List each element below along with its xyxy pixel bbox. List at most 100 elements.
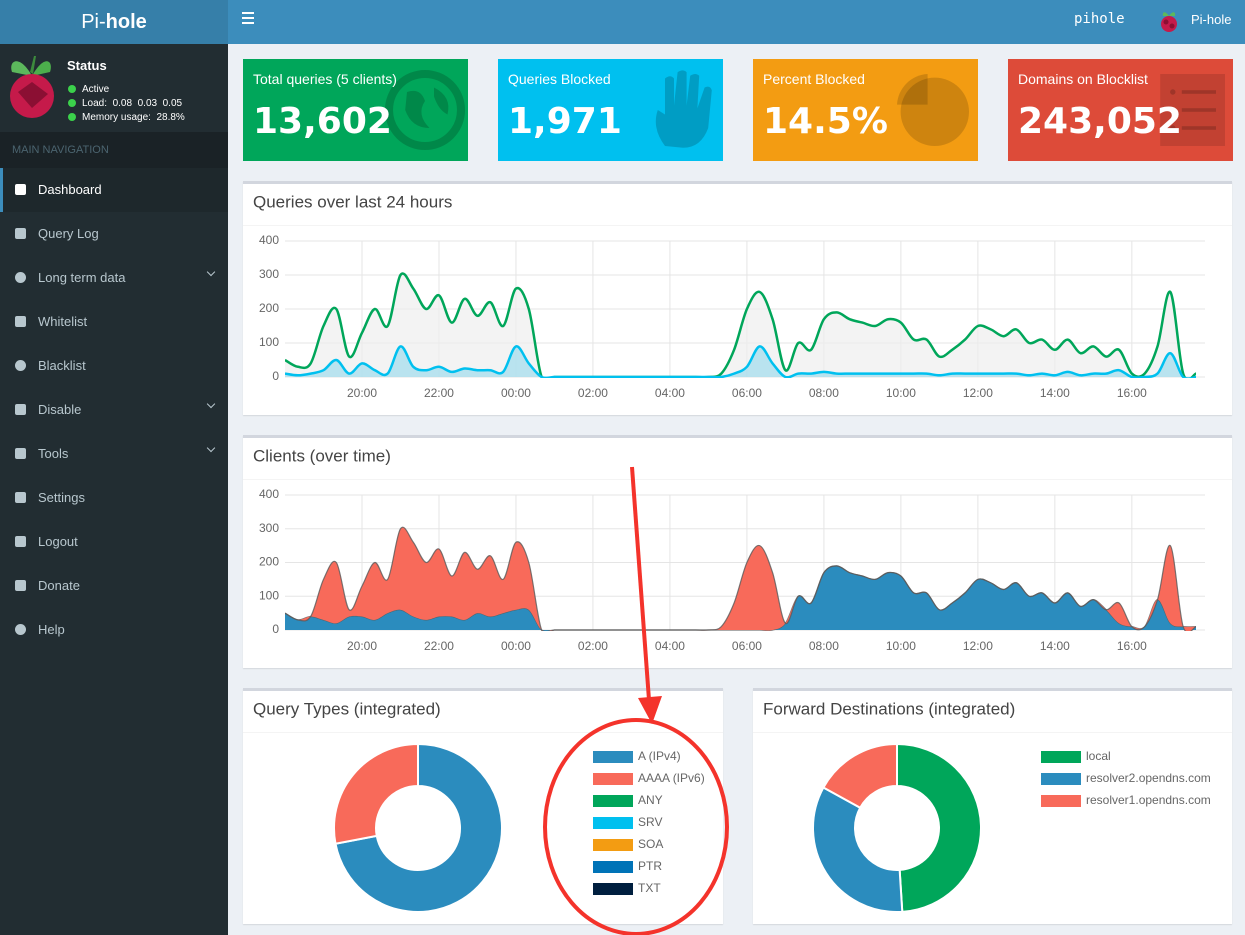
y-tick-label: 200 bbox=[259, 555, 279, 569]
x-tick-label: 22:00 bbox=[424, 386, 454, 400]
annotation-arrowhead bbox=[638, 696, 662, 724]
stat-box: Queries Blocked 1,971 bbox=[498, 59, 723, 161]
legend-swatch bbox=[1041, 795, 1081, 807]
legend-swatch bbox=[593, 861, 633, 873]
status-text: Active bbox=[82, 84, 110, 95]
x-tick-label: 12:00 bbox=[963, 386, 993, 400]
nav-item[interactable]: Dashboard bbox=[0, 168, 228, 212]
stat-icon bbox=[897, 74, 969, 146]
nav-label: Help bbox=[38, 622, 65, 637]
stat-value: 13,602 bbox=[253, 101, 392, 142]
logo[interactable]: Pi-hole bbox=[0, 0, 228, 44]
legend-label: AAAA (IPv6) bbox=[638, 771, 705, 785]
x-tick-label: 20:00 bbox=[347, 639, 377, 653]
pie-slice bbox=[822, 742, 898, 810]
plot-area bbox=[285, 526, 1197, 631]
legend-label: A (IPv4) bbox=[638, 749, 681, 763]
x-tick-label: 14:00 bbox=[1040, 639, 1070, 653]
x-tick-label: 00:00 bbox=[501, 639, 531, 653]
stat-box: Percent Blocked 14.5% bbox=[753, 59, 978, 161]
pihole-logo bbox=[10, 56, 54, 118]
nav-icon bbox=[15, 228, 26, 239]
status-line: Active bbox=[68, 84, 109, 95]
nav-item[interactable]: Blacklist bbox=[0, 344, 228, 388]
y-tick-label: 0 bbox=[272, 622, 279, 636]
nav-icon bbox=[15, 360, 26, 371]
logo-bold: hole bbox=[105, 11, 147, 33]
x-tick-label: 12:00 bbox=[963, 639, 993, 653]
nav-item[interactable]: Donate bbox=[0, 564, 228, 608]
nav-label: Whitelist bbox=[38, 314, 88, 329]
stat-icon bbox=[655, 70, 712, 148]
y-tick-label: 300 bbox=[259, 521, 279, 535]
nav-item[interactable]: Long term data bbox=[0, 256, 228, 300]
plot-area bbox=[285, 272, 1197, 378]
nav-label: Tools bbox=[38, 446, 69, 461]
y-tick-label: 100 bbox=[259, 335, 279, 349]
status-text: Load: 0.08 0.03 0.05 bbox=[82, 98, 183, 109]
nav-label: Disable bbox=[38, 402, 82, 417]
plot-layer: Queries over last 24 hours 0 100 200 300 400 2… bbox=[253, 192, 1211, 913]
legend-label: SOA bbox=[638, 837, 663, 851]
stacked-area bbox=[285, 565, 1196, 631]
x-tick-label: 04:00 bbox=[655, 386, 685, 400]
stat-box: Total queries (5 clients) 13,602 bbox=[243, 59, 468, 161]
x-tick-label: 06:00 bbox=[732, 386, 762, 400]
nav-header-text: MAIN NAVIGATION bbox=[12, 144, 109, 156]
user-name[interactable]: Pi-hole bbox=[1191, 12, 1232, 27]
nav-label: Settings bbox=[38, 490, 85, 505]
nav-header: MAIN NAVIGATION bbox=[0, 132, 228, 168]
nav-item[interactable]: Help bbox=[0, 608, 228, 652]
series-area bbox=[285, 346, 1196, 378]
pie-slice bbox=[896, 742, 982, 913]
x-tick-label: 04:00 bbox=[655, 639, 685, 653]
legend-swatch bbox=[593, 773, 633, 785]
nav-icon bbox=[15, 404, 26, 415]
stat-icon bbox=[384, 69, 466, 151]
nav-icon bbox=[15, 624, 26, 635]
legend-label: TXT bbox=[638, 881, 661, 895]
x-tick-label: 08:00 bbox=[809, 639, 839, 653]
x-tick-label: 16:00 bbox=[1117, 386, 1147, 400]
stat-value: 14.5% bbox=[763, 101, 888, 142]
pie-slice bbox=[333, 742, 419, 845]
nav-label: Query Log bbox=[38, 226, 99, 241]
stat-box: Domains on Blocklist 243,052 bbox=[1008, 59, 1233, 161]
nav-label: Logout bbox=[38, 534, 78, 549]
status-text: Memory usage: 28.8% bbox=[82, 112, 185, 123]
y-tick-label: 200 bbox=[259, 301, 279, 315]
x-tick-label: 16:00 bbox=[1117, 639, 1147, 653]
menu-toggle[interactable] bbox=[242, 12, 254, 24]
legend-label: ANY bbox=[638, 793, 663, 807]
box-title: Query Types (integrated) bbox=[253, 699, 441, 718]
legend-label: PTR bbox=[638, 859, 662, 873]
stat-label: Total queries (5 clients) bbox=[253, 71, 397, 87]
nav-item[interactable]: Disable bbox=[0, 388, 228, 432]
legend-label: resolver1.opendns.com bbox=[1086, 793, 1211, 807]
stat-label: Percent Blocked bbox=[763, 71, 865, 87]
logo-light: Pi- bbox=[81, 11, 106, 33]
y-tick-label: 400 bbox=[259, 487, 279, 501]
x-tick-label: 10:00 bbox=[886, 386, 916, 400]
pie-slice bbox=[812, 786, 904, 913]
nav-icon bbox=[15, 536, 26, 547]
annotation-arrow bbox=[630, 466, 651, 701]
y-tick-label: 0 bbox=[272, 369, 279, 383]
nav-icon bbox=[15, 448, 26, 459]
nav-item[interactable]: Whitelist bbox=[0, 300, 228, 344]
nav-icon bbox=[15, 580, 26, 591]
annotation bbox=[543, 466, 729, 935]
nav-item[interactable]: Logout bbox=[0, 520, 228, 564]
legend-label: resolver2.opendns.com bbox=[1086, 771, 1211, 785]
nav-label: Dashboard bbox=[38, 182, 102, 197]
x-tick-label: 00:00 bbox=[501, 386, 531, 400]
nav-item[interactable]: Tools bbox=[0, 432, 228, 476]
nav-item[interactable]: Settings bbox=[0, 476, 228, 520]
pie-slice bbox=[334, 742, 503, 913]
legend-swatch bbox=[593, 883, 633, 895]
nav-item[interactable]: Query Log bbox=[0, 212, 228, 256]
nav-icon bbox=[15, 492, 26, 503]
stat-value: 243,052 bbox=[1018, 101, 1182, 142]
legend-swatch bbox=[593, 817, 633, 829]
x-tick-label: 06:00 bbox=[732, 639, 762, 653]
